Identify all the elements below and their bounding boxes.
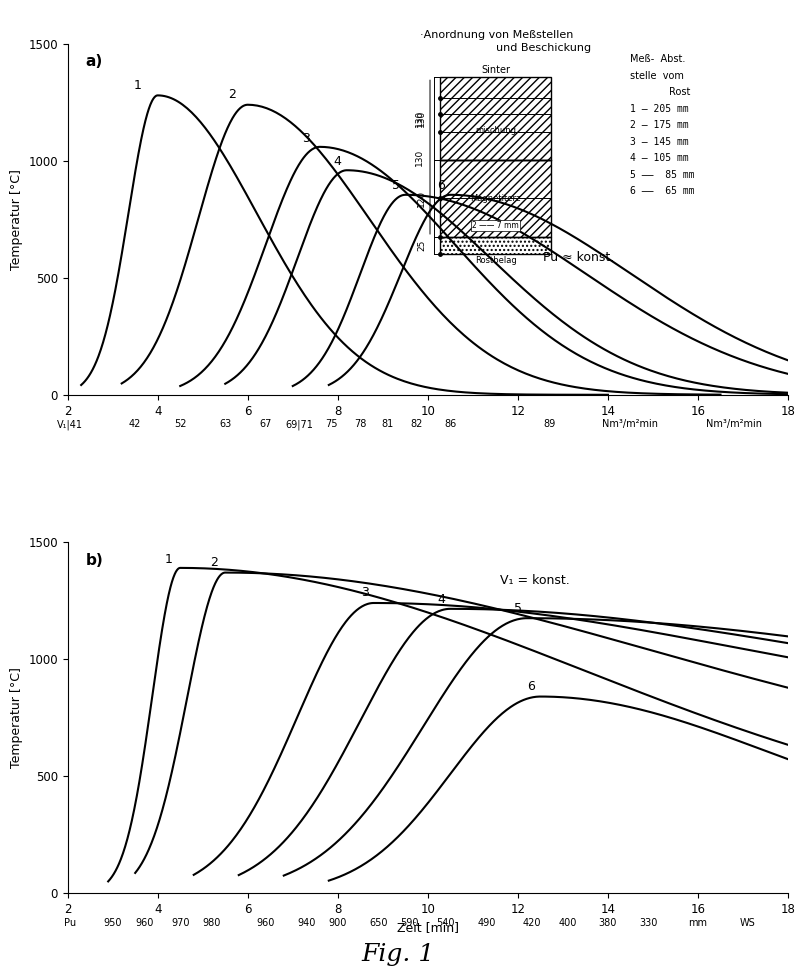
Text: 900: 900 — [329, 917, 347, 927]
Text: 960: 960 — [135, 917, 154, 927]
Text: 400: 400 — [558, 917, 576, 927]
Text: 2: 2 — [210, 556, 218, 569]
Text: 42: 42 — [129, 420, 142, 429]
Text: 6: 6 — [438, 180, 445, 192]
Text: 420: 420 — [522, 917, 540, 927]
Text: 67: 67 — [259, 420, 272, 429]
Text: 75: 75 — [325, 420, 338, 429]
Text: 81: 81 — [381, 420, 393, 429]
Text: V₁|41: V₁|41 — [57, 420, 83, 429]
Text: Pu: Pu — [64, 917, 76, 927]
Text: 89: 89 — [544, 420, 556, 429]
Text: 6 ––  65 mm: 6 –– 65 mm — [630, 186, 694, 196]
Text: 590: 590 — [400, 917, 419, 927]
Text: 970: 970 — [171, 917, 189, 927]
Text: 2: 2 — [228, 88, 236, 102]
Text: 78: 78 — [354, 420, 366, 429]
Text: 5 ––  85 mm: 5 –– 85 mm — [630, 170, 694, 180]
Text: V₁ = konst.: V₁ = konst. — [500, 574, 570, 588]
Text: 86: 86 — [444, 420, 456, 429]
X-axis label: Zeit [min]: Zeit [min] — [397, 921, 458, 934]
Text: Nm³/m²min: Nm³/m²min — [603, 420, 658, 429]
Text: 950: 950 — [103, 917, 122, 927]
Text: und Beschickung: und Beschickung — [496, 43, 591, 53]
Text: WS: WS — [739, 917, 755, 927]
Text: Meß-  Abst.: Meß- Abst. — [630, 55, 685, 64]
Text: 4 — 105 mm: 4 — 105 mm — [630, 153, 689, 163]
Text: 960: 960 — [256, 917, 275, 927]
Text: 980: 980 — [202, 917, 221, 927]
Y-axis label: Temperatur [°C]: Temperatur [°C] — [10, 668, 23, 768]
Text: Fig. 1: Fig. 1 — [361, 944, 435, 966]
Text: a): a) — [86, 55, 103, 69]
Text: 540: 540 — [437, 917, 455, 927]
Text: 1: 1 — [165, 552, 173, 565]
Text: 1 — 205 mm: 1 — 205 mm — [630, 103, 689, 114]
Text: 52: 52 — [174, 420, 186, 429]
Text: 2 — 175 mm: 2 — 175 mm — [630, 120, 689, 131]
Text: Pu ≈ konst.: Pu ≈ konst. — [543, 252, 615, 264]
Text: 3: 3 — [302, 132, 310, 144]
Text: 940: 940 — [297, 917, 315, 927]
Text: 490: 490 — [477, 917, 496, 927]
Text: 82: 82 — [411, 420, 423, 429]
Text: 5: 5 — [514, 602, 522, 615]
Text: 5: 5 — [392, 180, 400, 192]
Text: Rost: Rost — [669, 88, 691, 98]
Text: mm: mm — [689, 917, 708, 927]
Text: 3 — 145 mm: 3 — 145 mm — [630, 137, 689, 147]
Text: 4: 4 — [334, 155, 341, 168]
Text: 1: 1 — [134, 79, 142, 92]
Text: 330: 330 — [639, 917, 657, 927]
Y-axis label: Temperatur [°C]: Temperatur [°C] — [10, 169, 23, 269]
Text: 650: 650 — [369, 917, 388, 927]
Text: stelle  vom: stelle vom — [630, 71, 684, 81]
Text: 69|71: 69|71 — [286, 420, 314, 429]
Text: 6: 6 — [528, 680, 536, 693]
Text: 3: 3 — [361, 587, 369, 599]
Text: 63: 63 — [219, 420, 232, 429]
Text: Nm³/m²min: Nm³/m²min — [706, 420, 762, 429]
Text: 380: 380 — [599, 917, 617, 927]
Text: 4: 4 — [438, 592, 445, 606]
Text: b): b) — [86, 552, 103, 568]
Text: ·Anordnung von Meßstellen: ·Anordnung von Meßstellen — [419, 30, 573, 40]
